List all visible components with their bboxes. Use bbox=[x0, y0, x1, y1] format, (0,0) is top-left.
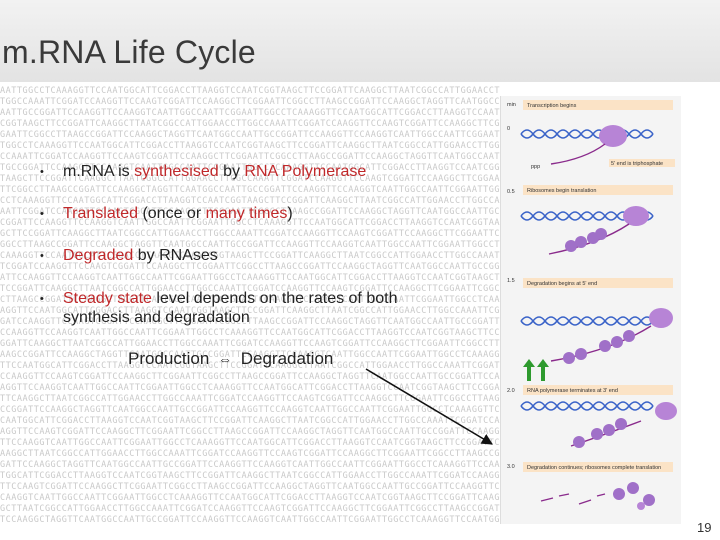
sequence-background: AATTGGCCTCAAAGGTTCCAATGGCATTCGGACCTTAAGG… bbox=[0, 86, 500, 525]
step-label: RNA polymerase terminates at 3' end bbox=[527, 388, 618, 394]
bullet-text: Translated (once or many times) bbox=[63, 204, 483, 223]
callout-label: 5' end is triphosphate bbox=[611, 161, 663, 167]
plain-text: level depends on the rates of both synth… bbox=[63, 290, 398, 326]
balance-arrow-icon: ⇔ bbox=[218, 351, 233, 367]
bullet-text: m.RNA is synthesised by RNA Polymerase bbox=[63, 162, 483, 181]
bullet-dot: • bbox=[40, 250, 44, 262]
step-label: Transcription begins bbox=[527, 103, 577, 109]
step-time: 1.5 bbox=[507, 278, 515, 284]
plain-text: ) bbox=[287, 205, 293, 222]
step-label: Ribosomes begin translation bbox=[527, 188, 596, 194]
plain-text: m.RNA is bbox=[63, 163, 135, 180]
step-time: 0 bbox=[507, 126, 510, 132]
step-time: 3.0 bbox=[507, 464, 515, 470]
bullet-text: Steady state level depends on the rates … bbox=[63, 289, 453, 327]
page-number: 19 bbox=[697, 520, 712, 535]
green-arrow-icon bbox=[523, 359, 549, 381]
step-label: Degradation continues; ribosomes complet… bbox=[527, 465, 661, 471]
slide-title: m.RNA Life Cycle bbox=[2, 34, 256, 70]
highlight-text: RNA Polymerase bbox=[244, 163, 367, 180]
bullet-dot: • bbox=[40, 293, 44, 305]
step-time: 0.5 bbox=[507, 189, 515, 195]
highlight-text: many times bbox=[205, 205, 288, 222]
bullet-dot: • bbox=[40, 166, 44, 178]
plain-text: (once or bbox=[138, 205, 206, 222]
highlight-text: Translated bbox=[63, 205, 138, 222]
plain-text: by RNAses bbox=[133, 247, 218, 264]
step-label: Degradation begins at 5' end bbox=[527, 281, 597, 287]
title-bar: m.RNA Life Cycle bbox=[0, 0, 720, 82]
highlight-text: Steady state bbox=[63, 290, 152, 307]
bullet-dot: • bbox=[40, 208, 44, 220]
time-header: min bbox=[507, 102, 516, 108]
production-degradation-balance: Production ⇔ Degradation bbox=[128, 349, 333, 369]
mrna-lifecycle-figure: min 0 Transcription begins ppp 5' end is… bbox=[500, 96, 681, 524]
bullet-text: Degraded by RNAses bbox=[63, 246, 483, 265]
plain-text: by bbox=[218, 163, 245, 180]
figure-illustration: min 0 Transcription begins ppp 5' end is… bbox=[507, 100, 677, 510]
degradation-label: Degradation bbox=[240, 349, 334, 368]
step-time: 2.0 bbox=[507, 388, 515, 394]
ppp-label: ppp bbox=[531, 164, 540, 170]
highlight-text: synthesised bbox=[134, 163, 219, 180]
highlight-text: Degraded bbox=[63, 247, 134, 264]
production-label: Production bbox=[128, 349, 210, 368]
